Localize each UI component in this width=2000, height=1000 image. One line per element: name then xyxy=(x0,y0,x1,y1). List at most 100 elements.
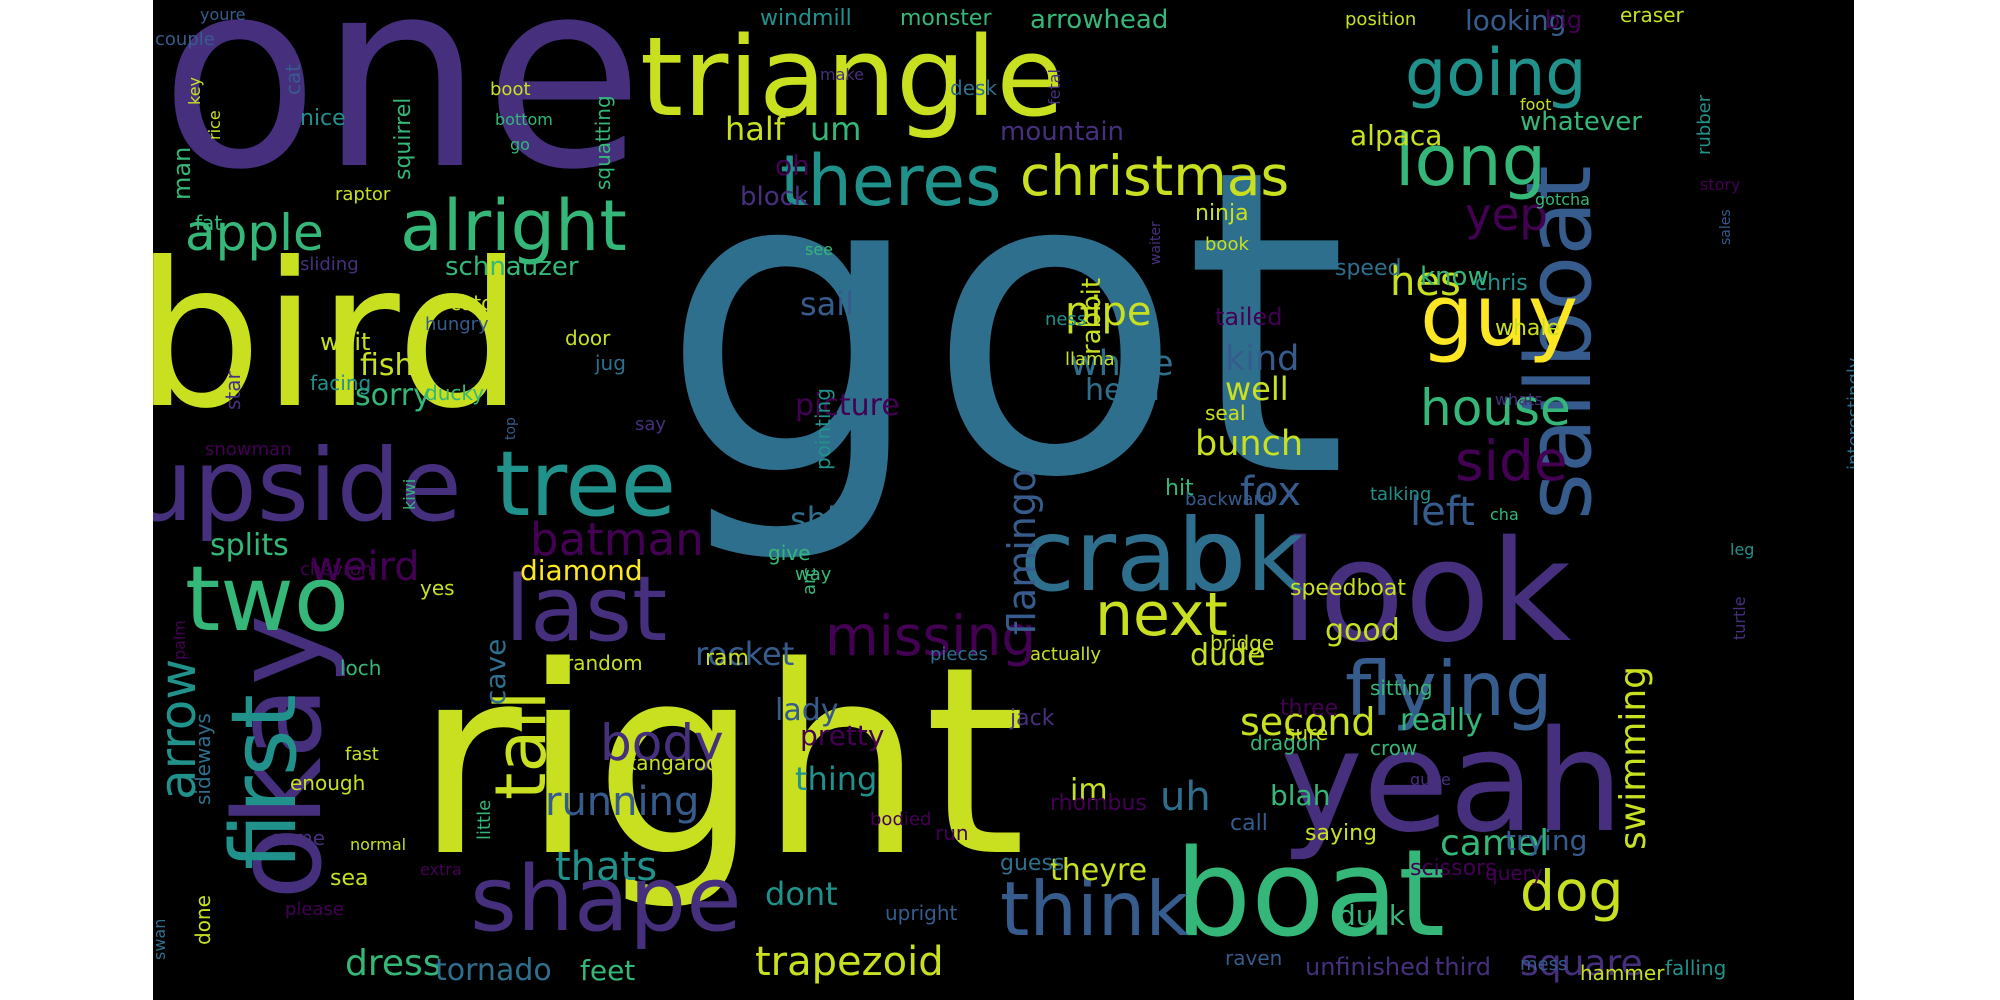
word-know: know xyxy=(1420,262,1489,292)
word-foot: foot xyxy=(1520,95,1551,114)
word-camel: camel xyxy=(1440,823,1549,864)
word-fast: fast xyxy=(345,744,379,765)
word-really: really xyxy=(1400,703,1483,738)
word-second: second xyxy=(1240,700,1376,744)
word-um: um xyxy=(810,110,861,148)
word-make: make xyxy=(820,65,864,84)
word-story: story xyxy=(1700,175,1740,194)
word-squirrel: squirrel xyxy=(391,98,416,180)
word-hit: hit xyxy=(1165,476,1194,501)
word-got: got xyxy=(660,81,1348,570)
word-hes: hes xyxy=(1390,259,1461,305)
word-speed: speed xyxy=(1335,256,1401,281)
word-bird: bird xyxy=(153,220,523,453)
word-backward: backward xyxy=(1185,489,1272,510)
word-rabbit: rabbit xyxy=(1077,278,1107,355)
word-loch: loch xyxy=(340,656,381,680)
word-going: going xyxy=(1405,36,1587,111)
word-batman: batman xyxy=(530,513,704,566)
word-one: one xyxy=(160,0,644,227)
word-tall: tall xyxy=(480,691,562,800)
word-block: block xyxy=(740,182,809,212)
word-little: little xyxy=(474,800,495,840)
word-pointing: pointing xyxy=(811,388,835,470)
word-dress: dress xyxy=(345,943,442,984)
word-windmill: windmill xyxy=(760,6,852,31)
word-bunch: bunch xyxy=(1195,424,1303,464)
word-ness: ness xyxy=(1045,309,1086,330)
word-body: body xyxy=(600,714,724,772)
word-guy: guy xyxy=(1420,267,1578,366)
word-waiter: waiter xyxy=(1148,221,1164,265)
word-think: think xyxy=(1000,865,1189,953)
word-hammer: hammer xyxy=(1580,961,1665,985)
word-interestingly: interestingly xyxy=(1844,357,1854,470)
word-hungry: hungry xyxy=(425,314,489,335)
word-duck: duck xyxy=(1338,899,1406,932)
word-arrow: arrow xyxy=(153,659,207,800)
word-third: third xyxy=(1435,953,1491,981)
word-big: big xyxy=(1545,6,1582,34)
word-ducky: ducky xyxy=(425,381,484,405)
word-mountain: mountain xyxy=(1000,117,1124,147)
word-sales: sales xyxy=(1718,209,1734,245)
word-looking: looking xyxy=(1465,4,1567,37)
word-sea: sea xyxy=(330,866,368,891)
word-cave: cave xyxy=(479,639,512,705)
word-swan: swan xyxy=(153,919,169,960)
word-chris: chris xyxy=(1475,271,1528,296)
word-fetal: fetal xyxy=(1045,69,1064,105)
word-boat: boat xyxy=(1175,825,1445,964)
word-first: first xyxy=(212,694,317,870)
word-swimming: swimming xyxy=(1613,666,1654,850)
word-cloud-canvas: got right one bird triangle look yeah boat okay u… xyxy=(153,0,1854,1000)
word-kiwi: kiwi xyxy=(400,479,419,510)
word-sure: sure xyxy=(1285,721,1328,745)
word-run: run xyxy=(935,821,969,845)
word-whats: whats xyxy=(1495,390,1543,409)
word-splits: splits xyxy=(210,528,289,563)
word-done: done xyxy=(191,895,215,945)
word-call: call xyxy=(1230,811,1268,836)
word-sliding: sliding xyxy=(300,254,359,275)
word-raptor: raptor xyxy=(335,184,391,205)
word-wait: wait xyxy=(320,328,370,356)
word-sailboat: sailboat xyxy=(1507,165,1612,520)
word-speedboat: speedboat xyxy=(1290,576,1406,601)
word-eraser: eraser xyxy=(1620,3,1685,27)
word-llama: llama xyxy=(1065,349,1115,370)
word-dog: dog xyxy=(1520,859,1623,923)
word-crab: crab xyxy=(1020,497,1241,614)
word-alpaca: alpaca xyxy=(1350,119,1442,152)
word-door: door xyxy=(565,326,611,350)
word-jug: jug xyxy=(594,351,626,375)
word-pretty: pretty xyxy=(800,719,884,752)
word-dont: dont xyxy=(765,875,838,913)
word-trying: trying xyxy=(1505,824,1587,857)
word-pipe: pipe xyxy=(1065,289,1152,335)
word-weird: weird xyxy=(310,544,420,590)
word-see: see xyxy=(805,240,833,259)
word-facing: facing xyxy=(310,371,371,395)
word-gotcha: gotcha xyxy=(1535,190,1590,209)
word-couple: couple xyxy=(155,29,215,50)
word-kind: kind xyxy=(1225,339,1299,379)
word-key: key xyxy=(185,77,204,105)
word-long: long xyxy=(1395,120,1546,202)
word-next: next xyxy=(1095,580,1228,650)
word-oh: oh xyxy=(775,149,810,182)
word-seal: seal xyxy=(1205,401,1246,425)
word-flying: flying xyxy=(1345,645,1553,733)
word-two: two xyxy=(185,547,349,652)
word-catch: catch xyxy=(450,291,505,315)
word-say: say xyxy=(635,414,666,435)
word-monster: monster xyxy=(900,6,992,31)
word-blah: blah xyxy=(1270,779,1330,812)
word-mess: mess xyxy=(1520,954,1567,975)
word-position: position xyxy=(1345,9,1416,30)
word-look: look xyxy=(1280,511,1571,674)
word-leg: leg xyxy=(1730,540,1754,559)
word-theyre: theyre xyxy=(1050,853,1147,888)
word-ok: ok xyxy=(1185,497,1304,614)
